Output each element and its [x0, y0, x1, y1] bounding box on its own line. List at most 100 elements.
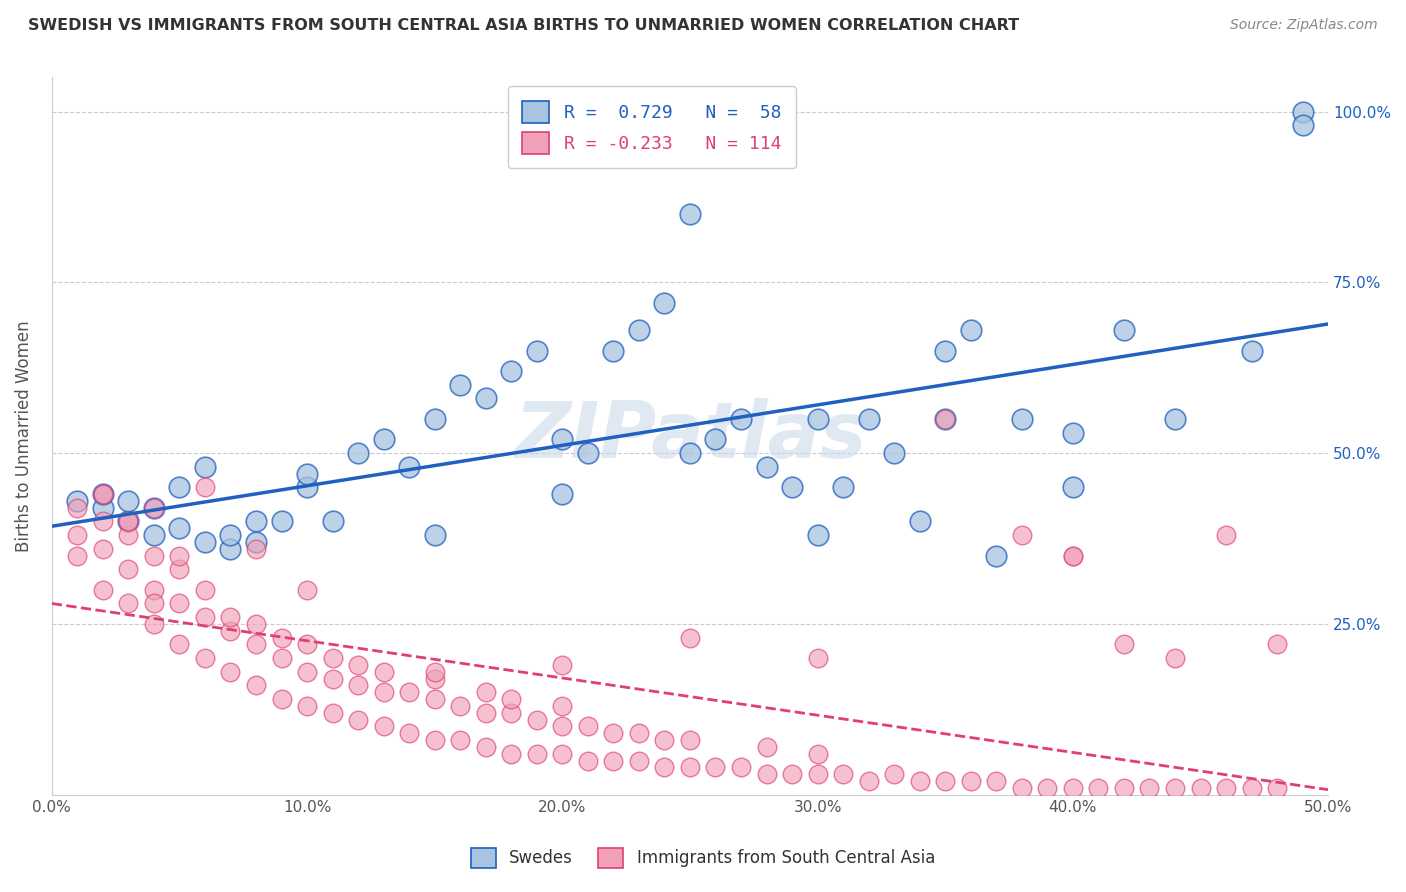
Point — [245, 637, 267, 651]
Point — [501, 364, 523, 378]
Point — [270, 631, 292, 645]
Point — [883, 446, 905, 460]
Point — [908, 774, 931, 789]
Point — [295, 582, 318, 597]
Point — [117, 494, 139, 508]
Point — [704, 433, 727, 447]
Point — [322, 706, 344, 720]
Point — [423, 412, 446, 426]
Point — [373, 685, 395, 699]
Point — [934, 412, 956, 426]
Point — [295, 665, 318, 679]
Point — [219, 624, 242, 638]
Point — [142, 549, 165, 563]
Point — [169, 549, 191, 563]
Point — [704, 760, 727, 774]
Point — [576, 446, 599, 460]
Point — [576, 754, 599, 768]
Point — [1189, 780, 1212, 795]
Point — [398, 726, 420, 740]
Point — [679, 631, 702, 645]
Point — [66, 494, 89, 508]
Point — [245, 616, 267, 631]
Point — [755, 767, 778, 781]
Point — [169, 480, 191, 494]
Point — [1036, 780, 1059, 795]
Point — [1062, 480, 1084, 494]
Point — [117, 528, 139, 542]
Point — [194, 480, 217, 494]
Point — [1011, 528, 1033, 542]
Point — [730, 412, 752, 426]
Point — [679, 446, 702, 460]
Point — [270, 692, 292, 706]
Point — [602, 343, 624, 358]
Point — [551, 747, 574, 761]
Point — [1291, 118, 1313, 132]
Point — [806, 651, 828, 665]
Point — [373, 719, 395, 733]
Point — [245, 541, 267, 556]
Point — [1164, 780, 1187, 795]
Point — [295, 637, 318, 651]
Point — [295, 467, 318, 481]
Point — [1240, 780, 1263, 795]
Point — [1215, 780, 1237, 795]
Point — [142, 500, 165, 515]
Point — [730, 760, 752, 774]
Point — [449, 698, 471, 713]
Point — [194, 535, 217, 549]
Text: SWEDISH VS IMMIGRANTS FROM SOUTH CENTRAL ASIA BIRTHS TO UNMARRIED WOMEN CORRELAT: SWEDISH VS IMMIGRANTS FROM SOUTH CENTRAL… — [28, 18, 1019, 33]
Point — [449, 377, 471, 392]
Point — [934, 412, 956, 426]
Point — [347, 657, 370, 672]
Point — [194, 582, 217, 597]
Point — [780, 767, 803, 781]
Point — [1062, 549, 1084, 563]
Point — [934, 774, 956, 789]
Point — [755, 459, 778, 474]
Point — [602, 754, 624, 768]
Point — [474, 706, 496, 720]
Point — [551, 698, 574, 713]
Point — [806, 412, 828, 426]
Point — [858, 412, 880, 426]
Point — [1062, 425, 1084, 440]
Point — [474, 685, 496, 699]
Point — [91, 487, 114, 501]
Point — [474, 739, 496, 754]
Point — [627, 323, 650, 337]
Point — [194, 459, 217, 474]
Point — [679, 207, 702, 221]
Point — [91, 541, 114, 556]
Point — [1265, 637, 1288, 651]
Point — [576, 719, 599, 733]
Point — [373, 665, 395, 679]
Point — [91, 487, 114, 501]
Point — [169, 562, 191, 576]
Point — [66, 549, 89, 563]
Point — [1112, 637, 1135, 651]
Legend: R =  0.729   N =  58, R = -0.233   N = 114: R = 0.729 N = 58, R = -0.233 N = 114 — [508, 87, 796, 169]
Point — [832, 480, 855, 494]
Point — [117, 515, 139, 529]
Point — [194, 651, 217, 665]
Point — [347, 678, 370, 692]
Point — [1062, 549, 1084, 563]
Point — [142, 616, 165, 631]
Point — [270, 515, 292, 529]
Point — [449, 733, 471, 747]
Point — [1240, 343, 1263, 358]
Point — [142, 596, 165, 610]
Point — [551, 433, 574, 447]
Point — [1265, 780, 1288, 795]
Point — [347, 446, 370, 460]
Point — [423, 672, 446, 686]
Point — [169, 521, 191, 535]
Point — [142, 528, 165, 542]
Legend: Swedes, Immigrants from South Central Asia: Swedes, Immigrants from South Central As… — [464, 841, 942, 875]
Point — [755, 739, 778, 754]
Point — [142, 582, 165, 597]
Point — [679, 760, 702, 774]
Point — [526, 713, 548, 727]
